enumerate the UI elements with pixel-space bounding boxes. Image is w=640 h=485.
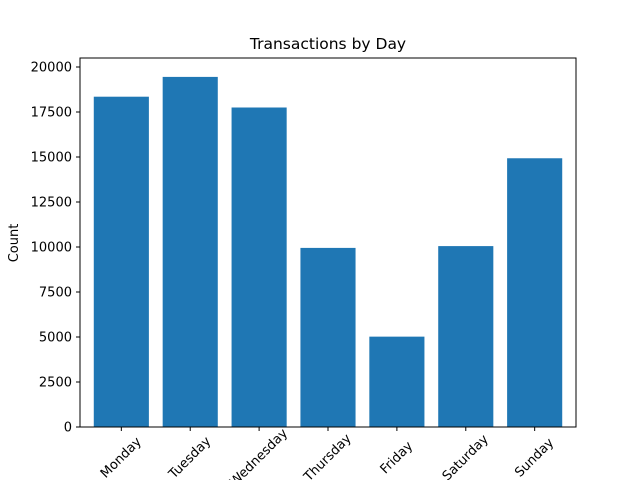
y-tick-label: 7500 — [39, 286, 72, 301]
bar-monday — [93, 96, 149, 427]
y-tick-label: 2500 — [39, 376, 72, 391]
y-tick-label: 0 — [64, 421, 72, 436]
y-tick-label: 20000 — [31, 61, 72, 76]
chart-title: Transactions by Day — [249, 35, 406, 53]
y-tick-label: 5000 — [39, 331, 72, 346]
y-tick-label: 17500 — [31, 106, 72, 121]
bar-friday — [369, 336, 425, 427]
y-tick-label: 10000 — [31, 241, 72, 256]
y-axis-label: Count — [7, 224, 22, 263]
y-axis-ticks: 0 2500 5000 7500 10000 12500 15000 17500 20000 — [31, 61, 80, 436]
bar-sunday — [507, 158, 563, 427]
bar-thursday — [300, 247, 356, 427]
bar-tuesday — [162, 76, 218, 428]
plot-frame — [79, 57, 577, 428]
y-tick-label: 12500 — [31, 196, 72, 211]
y-tick-label: 15000 — [31, 151, 72, 166]
bars-layer — [93, 76, 563, 428]
bar-saturday — [438, 246, 494, 427]
bar-wednesday — [231, 107, 287, 427]
